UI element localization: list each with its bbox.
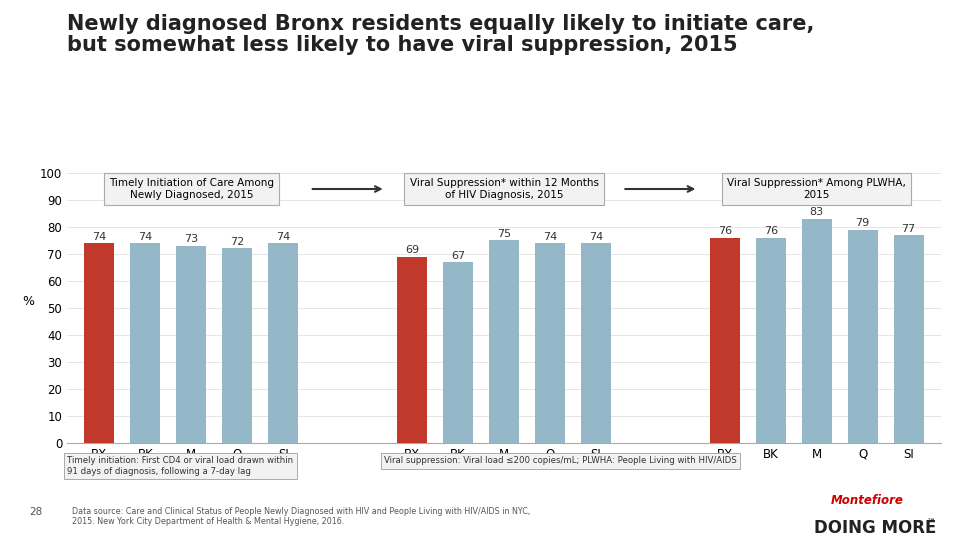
Text: 76: 76 — [718, 226, 732, 237]
Text: 74: 74 — [542, 232, 557, 241]
Bar — [131, 243, 160, 443]
Text: 69: 69 — [405, 245, 420, 255]
Text: Timely Initiation of Care Among
Newly Diagnosed, 2015: Timely Initiation of Care Among Newly Di… — [108, 178, 274, 200]
Bar — [397, 256, 427, 443]
Bar — [581, 243, 611, 443]
Bar — [535, 243, 564, 443]
Text: 67: 67 — [451, 251, 465, 261]
Bar — [756, 238, 785, 443]
Bar — [177, 246, 206, 443]
Bar — [444, 262, 473, 443]
Text: 75: 75 — [497, 229, 511, 239]
Text: Timely initiation: First CD4 or viral load drawn within
91 days of diagnosis, fo: Timely initiation: First CD4 or viral lo… — [67, 456, 294, 476]
Text: 76: 76 — [763, 226, 778, 237]
Text: Viral suppression: Viral load ≤200 copies/mL; PLWHA: People Living with HIV/AIDS: Viral suppression: Viral load ≤200 copie… — [384, 456, 736, 465]
Text: 74: 74 — [588, 232, 603, 241]
Text: 72: 72 — [230, 237, 245, 247]
Text: Viral Suppression* Among PLWHA,
2015: Viral Suppression* Among PLWHA, 2015 — [728, 178, 906, 200]
Bar — [894, 235, 924, 443]
Text: DOING MORE: DOING MORE — [814, 519, 936, 537]
Text: but somewhat less likely to have viral suppression, 2015: but somewhat less likely to have viral s… — [67, 35, 738, 55]
Text: 74: 74 — [276, 232, 291, 241]
Y-axis label: %: % — [22, 295, 34, 308]
Bar — [848, 230, 877, 443]
Text: Newly diagnosed Bronx residents equally likely to initiate care,: Newly diagnosed Bronx residents equally … — [67, 14, 815, 33]
Text: Montefiore: Montefiore — [830, 494, 903, 507]
Bar — [489, 240, 519, 443]
Text: Data source: Care and Clinical Status of People Newly Diagnosed with HIV and Peo: Data source: Care and Clinical Status of… — [72, 507, 530, 526]
Text: 74: 74 — [92, 232, 107, 241]
Text: 28: 28 — [29, 507, 42, 517]
Text: Viral Suppression* within 12 Months
of HIV Diagnosis, 2015: Viral Suppression* within 12 Months of H… — [410, 178, 598, 200]
Text: 79: 79 — [855, 218, 870, 228]
Text: ™: ™ — [926, 518, 935, 528]
Bar — [709, 238, 739, 443]
Bar — [802, 219, 831, 443]
Text: 77: 77 — [901, 224, 916, 233]
Bar — [223, 248, 252, 443]
Text: 83: 83 — [809, 207, 824, 217]
Bar — [84, 243, 114, 443]
Bar — [269, 243, 299, 443]
Text: 74: 74 — [138, 232, 153, 241]
Text: 73: 73 — [184, 234, 199, 244]
